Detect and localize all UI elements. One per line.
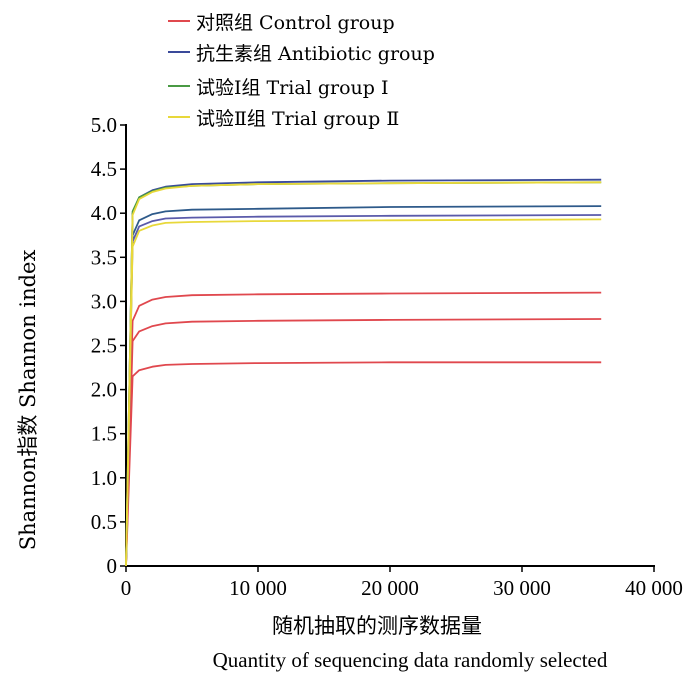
- y-tick-label: 5.0: [91, 113, 117, 137]
- legend: 对照组 Control group 抗生素组 Antibiotic group …: [168, 12, 435, 130]
- legend-label-antibiotic: 抗生素组 Antibiotic group: [196, 43, 435, 65]
- y-tick-label: 1.0: [91, 466, 117, 490]
- series-line-2: [125, 361, 602, 567]
- y-tick-label: 3.5: [91, 245, 117, 269]
- y-tick-label: 2.5: [91, 334, 117, 358]
- x-tick-label: 30 000: [493, 576, 551, 600]
- x-axis-title: 随机抽取的测序数据量: [272, 614, 482, 638]
- series-line-4: [125, 205, 602, 567]
- y-tick-label: 0.5: [91, 510, 117, 534]
- x-tick-label: 0: [121, 576, 132, 600]
- legend-entry-trial-2: 试验Ⅱ组 Trial group Ⅱ: [168, 108, 399, 130]
- series-line-8: [125, 218, 602, 567]
- y-ticks: 0 0.5 1.0 1.5 2.0 2.5 3.0 3.5 4.0 4.5 5.0: [91, 113, 126, 578]
- y-tick-label: 2.0: [91, 378, 117, 402]
- y-tick-label: 4.0: [91, 201, 117, 225]
- x-tick-label: 10 000: [229, 576, 287, 600]
- axes: [125, 124, 655, 567]
- x-tick-label: 40 000: [625, 576, 683, 600]
- y-tick-label: 4.5: [91, 157, 117, 181]
- x-axis-title-en: Quantity of sequencing data randomly sel…: [213, 648, 608, 672]
- legend-entry-antibiotic: 抗生素组 Antibiotic group: [168, 43, 435, 65]
- series-line-1: [125, 318, 602, 567]
- y-tick-label: 1.5: [91, 422, 117, 446]
- series-line-3: [125, 178, 602, 567]
- series-line-6: [125, 181, 602, 567]
- y-tick-label: 3.0: [91, 289, 117, 313]
- series-lines: [125, 178, 602, 567]
- x-ticks: 0 10 000 20 000 30 000 40 000: [121, 566, 683, 600]
- legend-label-control: 对照组 Control group: [196, 12, 395, 34]
- series-line-0: [125, 291, 602, 567]
- legend-label-trial-1: 试验Ⅰ组 Trial group Ⅰ: [196, 77, 388, 99]
- legend-entry-trial-1: 试验Ⅰ组 Trial group Ⅰ: [168, 77, 388, 99]
- legend-entry-control: 对照组 Control group: [168, 12, 395, 34]
- series-line-5: [125, 214, 602, 567]
- legend-label-trial-2: 试验Ⅱ组 Trial group Ⅱ: [196, 108, 399, 130]
- y-axis-title: Shannon指数 Shannon index: [16, 250, 40, 551]
- y-tick-label: 0: [107, 554, 118, 578]
- series-line-7: [125, 181, 602, 567]
- x-tick-label: 20 000: [361, 576, 419, 600]
